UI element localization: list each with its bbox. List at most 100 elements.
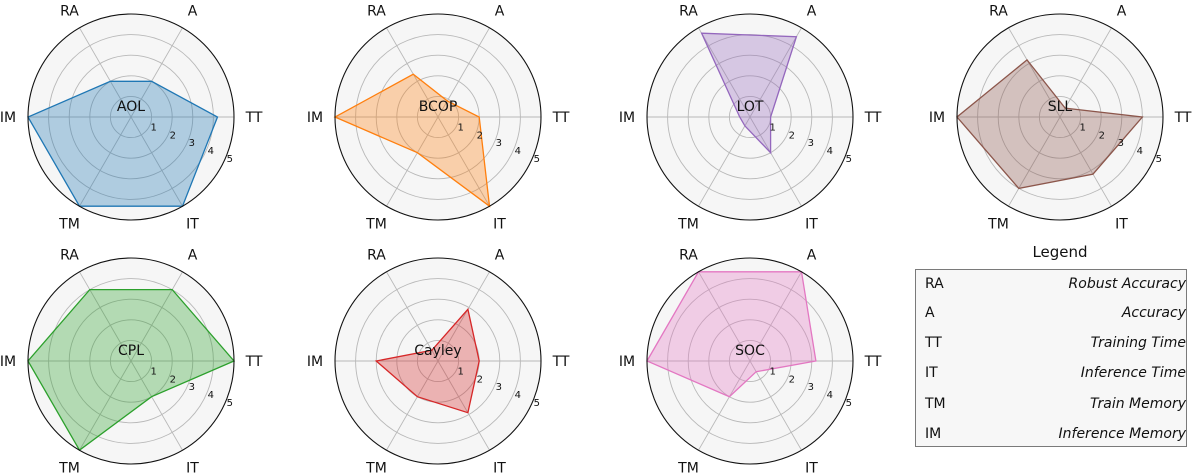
legend-abbr: TT [925, 335, 942, 351]
radar-title: LOT [737, 99, 764, 115]
radar-spoke [437, 360, 490, 451]
axis-label-tm: TM [58, 217, 80, 233]
radar-chart-cayley: 1 2 3 4 5 RA A TT IT TM IM Cayley [307, 247, 570, 473]
radar-spoke [79, 116, 132, 207]
radial-tick-label: 1 [770, 122, 776, 133]
radar-spoke [698, 271, 751, 362]
radar-outer-ring [956, 13, 1164, 221]
radar-title: AOL [117, 99, 145, 115]
radar-spoke [749, 271, 802, 362]
radar-outer-ring [646, 257, 854, 465]
radar-spoke [386, 116, 439, 207]
legend-full-name: Training Time [1090, 335, 1186, 351]
radar-spoke [698, 116, 751, 207]
legend-full-name: Train Memory [1090, 396, 1186, 412]
legend-abbr: IM [925, 426, 942, 442]
radar-spoke [386, 271, 439, 362]
radial-tick-label: 2 [477, 374, 483, 385]
radial-tick-label: 5 [534, 154, 540, 165]
radar-spoke [698, 27, 751, 118]
radial-tick-label: 1 [151, 122, 157, 133]
legend-row: A Accuracy [916, 305, 1188, 329]
radar-outer-ring [27, 13, 235, 221]
axis-label-tm: TM [365, 217, 387, 233]
axis-label-tm: TM [677, 217, 699, 233]
radar-outer-ring [646, 13, 854, 221]
radial-tick-label: 3 [1118, 138, 1124, 149]
radial-tick-label: 3 [496, 138, 502, 149]
axis-label-it: IT [493, 217, 506, 233]
axis-label-it: IT [186, 217, 199, 233]
radial-tick-label: 1 [770, 366, 776, 377]
radar-chart-aol: 1 2 3 4 5 RA A TT IT TM IM AOL [0, 3, 263, 232]
legend-full-name: Inference Time [1080, 365, 1186, 381]
radial-tick-label: 3 [189, 138, 195, 149]
radar-spoke [1008, 27, 1061, 118]
axis-label-a: A [188, 3, 198, 19]
radial-tick-label: 4 [208, 146, 214, 157]
radar-chart-lot: 1 2 3 4 5 RA A TT IT TM IM LOT [619, 3, 882, 232]
legend-row: RA Robust Accuracy [916, 276, 1188, 300]
legend-full-name: Accuracy [1121, 305, 1186, 321]
axis-label-im: IM [619, 110, 635, 126]
radar-series-area [700, 32, 798, 155]
radar-spoke [698, 360, 751, 451]
radar-title: CPL [118, 343, 144, 359]
axis-label-im: IM [0, 354, 16, 370]
radial-tick-label: 4 [827, 390, 833, 401]
radar-spoke [437, 27, 490, 118]
radial-tick-label: 3 [808, 382, 814, 393]
radar-spoke [1059, 116, 1112, 207]
radar-spoke [79, 27, 132, 118]
axis-label-tm: TM [987, 217, 1009, 233]
legend-full-name: Inference Memory [1058, 426, 1186, 442]
legend-abbr: TM [925, 396, 946, 412]
axis-label-tm: TM [58, 461, 80, 473]
axis-label-it: IT [1115, 217, 1128, 233]
axis-label-a: A [495, 3, 505, 19]
radar-title: SLL [1048, 99, 1073, 115]
radar-chart-cpl: 1 2 3 4 5 RA A TT IT TM IM CPL [0, 247, 263, 473]
radial-tick-label: 5 [227, 154, 233, 165]
axis-label-it: IT [493, 461, 506, 473]
radial-tick-label: 3 [808, 138, 814, 149]
radial-tick-label: 5 [534, 398, 540, 409]
radar-spoke [386, 360, 439, 451]
radar-spoke [79, 360, 132, 451]
axis-label-ra: RA [367, 3, 386, 19]
axis-label-ra: RA [989, 3, 1008, 19]
axis-label-tt: TT [552, 110, 570, 126]
axis-label-it: IT [805, 217, 818, 233]
legend-full-name: Robust Accuracy [1068, 276, 1186, 292]
axis-label-ra: RA [60, 3, 79, 19]
radar-spoke [130, 271, 183, 362]
axis-label-a: A [1117, 3, 1127, 19]
axis-label-tt: TT [1174, 110, 1192, 126]
radar-chart-sll: 1 2 3 4 5 RA A TT IT TM IM SLL [929, 3, 1192, 232]
radial-tick-label: 5 [846, 398, 852, 409]
axis-label-tt: TT [864, 110, 882, 126]
axis-label-a: A [807, 3, 817, 19]
radial-tick-label: 1 [1080, 122, 1086, 133]
radar-outer-ring [27, 257, 235, 465]
radial-tick-label: 5 [1156, 154, 1162, 165]
radar-outer-ring [334, 13, 542, 221]
radial-tick-label: 4 [515, 146, 521, 157]
radial-tick-label: 5 [227, 398, 233, 409]
radar-outer-ring [334, 257, 542, 465]
axis-label-ra: RA [367, 247, 386, 263]
legend-abbr: A [925, 305, 935, 321]
radar-spoke [437, 271, 490, 362]
radar-spoke [1008, 116, 1061, 207]
axis-label-im: IM [307, 354, 323, 370]
axis-label-im: IM [929, 110, 945, 126]
radial-tick-label: 1 [151, 366, 157, 377]
axis-label-tt: TT [245, 110, 263, 126]
radar-spoke [130, 27, 183, 118]
radar-spoke [749, 360, 802, 451]
radar-chart-bcop: 1 2 3 4 5 RA A TT IT TM IM BCOP [307, 3, 570, 232]
radial-tick-label: 4 [827, 146, 833, 157]
radial-tick-label: 2 [789, 130, 795, 141]
radial-tick-label: 4 [1137, 146, 1143, 157]
radar-chart-soc: 1 2 3 4 5 RA A TT IT TM IM SOC [619, 247, 882, 473]
